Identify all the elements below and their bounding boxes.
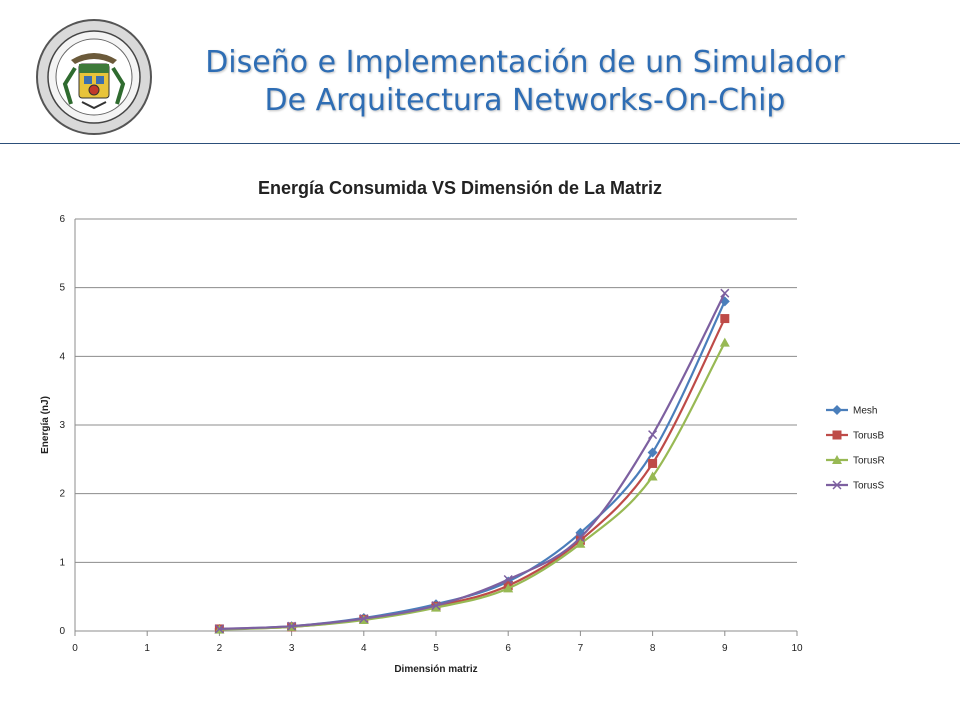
legend-entry-mesh: Mesh: [826, 405, 877, 417]
data-point-toruss: [575, 533, 585, 543]
data-point-toruss: [503, 574, 513, 585]
y-tick-label: 1: [59, 557, 65, 568]
series-toruss: [214, 288, 730, 634]
x-tick-label: 8: [650, 643, 656, 654]
data-point-toruss: [648, 430, 658, 440]
data-point-toruss: [214, 624, 224, 634]
data-point-toruss: [287, 621, 297, 631]
data-point-toruss: [359, 614, 369, 624]
x-tick-label: 1: [144, 643, 150, 654]
x-tick-label: 10: [791, 643, 803, 654]
y-tick-label: 6: [59, 214, 65, 225]
title-line-2: De Arquitectura Networks-On-Chip: [264, 83, 786, 118]
y-tick-label: 5: [59, 283, 65, 294]
data-point-toruss: [720, 288, 730, 298]
legend-swatch-marker: [832, 405, 842, 415]
legend-entry-toruss: TorusS: [826, 480, 884, 492]
legend-label: Mesh: [853, 406, 877, 417]
y-tick-label: 0: [59, 626, 65, 637]
data-point-torusr: [719, 337, 730, 347]
data-point-torusr: [431, 602, 441, 612]
x-tick-label: 2: [217, 643, 223, 654]
legend-label: TorusR: [853, 456, 885, 467]
legend-label: TorusS: [853, 481, 884, 492]
x-tick-label: 0: [72, 643, 78, 654]
data-point-torusb: [720, 314, 730, 324]
legend-swatch-marker: [832, 480, 842, 490]
header-divider: [0, 143, 960, 144]
series-line-torusr: [219, 342, 726, 631]
data-point-torusr: [575, 538, 586, 548]
legend-label: TorusB: [853, 431, 884, 442]
x-tick-label: 7: [578, 643, 584, 654]
data-point-torusr: [503, 583, 514, 593]
data-point-toruss: [431, 601, 441, 611]
x-tick-label: 6: [505, 643, 511, 654]
slide-header: Diseño e Implementación de un Simulador …: [0, 0, 960, 145]
y-tick-label: 2: [59, 489, 65, 500]
title-line-1: Diseño e Implementación de un Simulador: [205, 45, 845, 80]
x-tick-label: 9: [722, 643, 728, 654]
series-torusr: [214, 337, 730, 634]
y-tick-label: 4: [59, 351, 65, 362]
series-line-torusb: [219, 318, 726, 631]
x-axis-label: Dimensión matriz: [394, 664, 477, 675]
y-axis-label: Energía (nJ): [40, 396, 51, 454]
data-point-torusr: [647, 471, 658, 481]
x-tick-label: 4: [361, 643, 367, 654]
legend-swatch-marker: [832, 455, 842, 464]
x-tick-label: 3: [289, 643, 295, 654]
university-seal-logo: [36, 19, 152, 135]
legend-swatch-marker: [832, 430, 842, 440]
legend-entry-torusr: TorusR: [826, 455, 885, 467]
data-point-torusb: [648, 458, 658, 468]
data-point-mesh: [647, 447, 658, 458]
slide-title: Diseño e Implementación de un Simulador …: [165, 44, 885, 120]
y-tick-label: 3: [59, 420, 65, 431]
chart-title: Energía Consumida VS Dimensión de La Mat…: [257, 178, 663, 198]
legend-entry-torusb: TorusB: [826, 430, 884, 442]
x-tick-label: 5: [433, 643, 439, 654]
